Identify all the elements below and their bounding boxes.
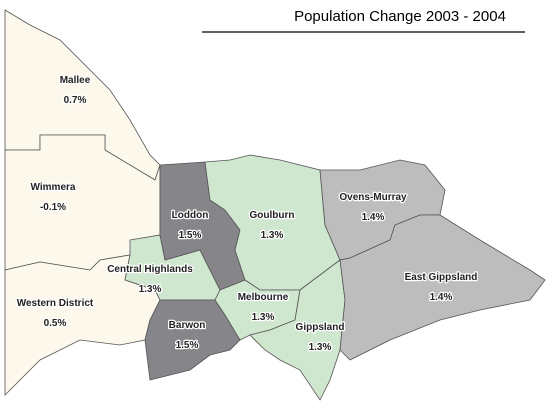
region-name: Mallee <box>60 75 91 86</box>
region-name: Central Highlands <box>107 264 193 275</box>
region-value: -0.1% <box>40 202 66 213</box>
region-value: 1.4% <box>362 212 385 223</box>
region-value: 1.4% <box>430 292 453 303</box>
region-name: Barwon <box>169 320 206 331</box>
region-name: Wimmera <box>31 182 76 193</box>
map-title: Population Change 2003 - 2004 <box>294 8 506 25</box>
region-value: 1.3% <box>309 342 332 353</box>
region-value: 1.5% <box>179 230 202 241</box>
region-value: 1.3% <box>261 230 284 241</box>
region-name: East Gippsland <box>405 272 478 283</box>
region-east-gippsland <box>339 214 546 361</box>
region-name: Ovens-Murray <box>339 192 407 203</box>
region-name: Gippsland <box>296 322 345 333</box>
region-name: Goulburn <box>250 210 295 221</box>
region-value: 0.5% <box>44 318 67 329</box>
region-value: 1.5% <box>176 340 199 351</box>
region-value: 1.3% <box>252 312 275 323</box>
region-name: Loddon <box>172 210 209 221</box>
region-name: Melbourne <box>238 292 289 303</box>
region-value: 0.7% <box>64 95 87 106</box>
region-value: 1.3% <box>139 284 162 295</box>
region-name: Western District <box>17 298 94 309</box>
labels: Mallee 0.7% Wimmera -0.1% Western District 0.… <box>15 74 478 355</box>
